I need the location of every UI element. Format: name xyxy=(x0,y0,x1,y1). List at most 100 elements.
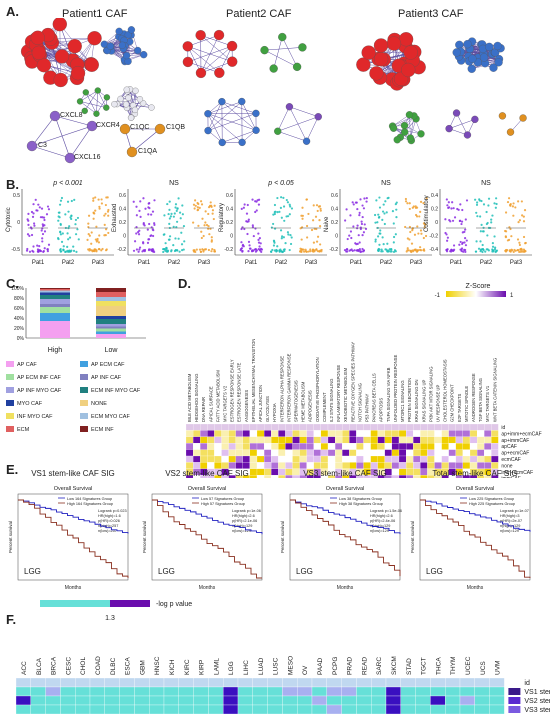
y-tick-label: -0.2 xyxy=(117,247,126,253)
data-point xyxy=(38,206,41,209)
heatmap-cell xyxy=(341,686,357,697)
heatmap-column-label: MESO xyxy=(287,656,294,675)
heatmap-cell xyxy=(297,704,313,715)
heatmap-cell xyxy=(237,704,253,715)
heatmap-column-label: DLBC xyxy=(110,657,117,675)
data-point xyxy=(72,249,76,252)
heatmap-cell xyxy=(149,695,165,706)
heatmap-cell xyxy=(306,455,314,463)
data-point xyxy=(411,250,415,253)
jitter-plot-5: Costimulatory 0.4 0.2 0 -0.2 -0.4 NS Pat1 Pat2 Pa… xyxy=(424,180,532,266)
network-edge xyxy=(96,97,108,114)
network-node xyxy=(86,120,98,132)
p1-chemokine-network xyxy=(26,110,98,164)
data-point xyxy=(149,248,153,251)
data-point xyxy=(479,230,482,233)
data-point xyxy=(74,218,78,222)
data-point xyxy=(247,240,251,244)
data-point xyxy=(362,249,366,252)
data-point xyxy=(349,214,352,217)
heatmap-column-label: BRCA xyxy=(51,656,58,675)
network-node xyxy=(238,138,246,147)
data-point xyxy=(459,240,462,244)
heatmap-cell xyxy=(477,455,485,463)
legend-label-high: High 164 Signatures Group xyxy=(67,502,113,506)
y-tick-label: 40% xyxy=(14,316,25,322)
heatmap-cell xyxy=(398,423,407,431)
data-point xyxy=(422,201,425,205)
heatmap-column-label: OV xyxy=(302,665,309,675)
heatmap-cell xyxy=(384,423,393,431)
plot-frame xyxy=(289,493,401,581)
heatmap-cell xyxy=(413,475,421,478)
data-point xyxy=(289,205,292,208)
heatmap-column-label: FATTY ACID METABOLISM xyxy=(215,370,220,422)
data-point xyxy=(257,248,260,251)
heatmap-cell xyxy=(363,449,371,457)
network-node xyxy=(53,72,68,88)
y-axis-label: Cytotoxic xyxy=(6,207,12,232)
heatmap-cell xyxy=(271,449,279,457)
data-point xyxy=(460,222,463,226)
data-point xyxy=(352,225,355,228)
heatmap-cell xyxy=(415,686,431,697)
x-tick-label: Pat2 xyxy=(380,260,393,266)
heatmap-column-label: UVM xyxy=(495,661,502,675)
heatmap-cell xyxy=(363,430,371,437)
data-point xyxy=(419,200,423,203)
data-point xyxy=(490,218,493,221)
x-tick-label: Pat2 xyxy=(480,260,493,266)
data-point xyxy=(487,197,491,200)
heatmap-cell xyxy=(256,475,265,478)
network-edge xyxy=(306,116,319,142)
heatmap-column-label: G2M CHECKPOINT xyxy=(450,384,455,422)
heatmap-cell xyxy=(370,423,378,431)
heatmap-cell xyxy=(326,686,342,697)
data-point xyxy=(193,207,196,210)
heatmap-cell xyxy=(299,423,307,431)
data-point xyxy=(64,250,67,254)
heatmap-cell xyxy=(45,695,61,706)
network-node xyxy=(401,128,409,136)
heatmap-cell xyxy=(30,704,46,715)
heatmap-cell xyxy=(430,695,446,706)
survival-plot-1: VS1 stem-like CAF SIG Overall Survival Per… xyxy=(8,469,129,591)
heatmap-cell xyxy=(221,430,229,437)
data-point xyxy=(61,232,64,235)
stacked-segment xyxy=(96,331,126,334)
data-point xyxy=(446,204,449,207)
heatmap-column-label: UCS xyxy=(480,661,487,675)
x-axis-label: Months xyxy=(467,585,484,591)
survival-curve-low xyxy=(290,499,401,535)
stacked-segment xyxy=(40,295,70,299)
stat-label: NS xyxy=(381,180,391,187)
data-point xyxy=(315,248,318,251)
legend-label: NONE xyxy=(91,401,107,407)
heatmap-column-label: SPERMATOGENESIS xyxy=(294,380,299,422)
stat-line: HR(high)=2.6 xyxy=(232,514,255,518)
heatmap-cell xyxy=(60,677,76,688)
data-point xyxy=(153,223,156,226)
y-axis-label: Regulatory xyxy=(219,203,225,232)
data-point xyxy=(490,221,493,224)
data-point xyxy=(69,250,72,253)
heatmap-cell xyxy=(285,436,293,444)
legend-label-low: Low 164 Signatures Group xyxy=(67,497,112,501)
stat-label: NS xyxy=(481,180,491,187)
heatmap-cell xyxy=(477,449,485,457)
heatmap-cell xyxy=(371,695,387,706)
data-point xyxy=(385,211,388,214)
data-point xyxy=(68,225,71,228)
data-point xyxy=(87,222,90,225)
x-tick-label: Pat2 xyxy=(62,260,75,266)
stacked-segment xyxy=(96,288,126,292)
data-point xyxy=(356,224,359,227)
data-point xyxy=(494,206,497,209)
heatmap-cell xyxy=(45,677,61,688)
data-point xyxy=(107,231,110,235)
heatmap-cell xyxy=(313,430,322,437)
network-edge xyxy=(187,34,220,47)
plot-frame xyxy=(419,493,531,581)
heatmap-cell xyxy=(413,449,421,457)
data-point xyxy=(377,213,380,216)
